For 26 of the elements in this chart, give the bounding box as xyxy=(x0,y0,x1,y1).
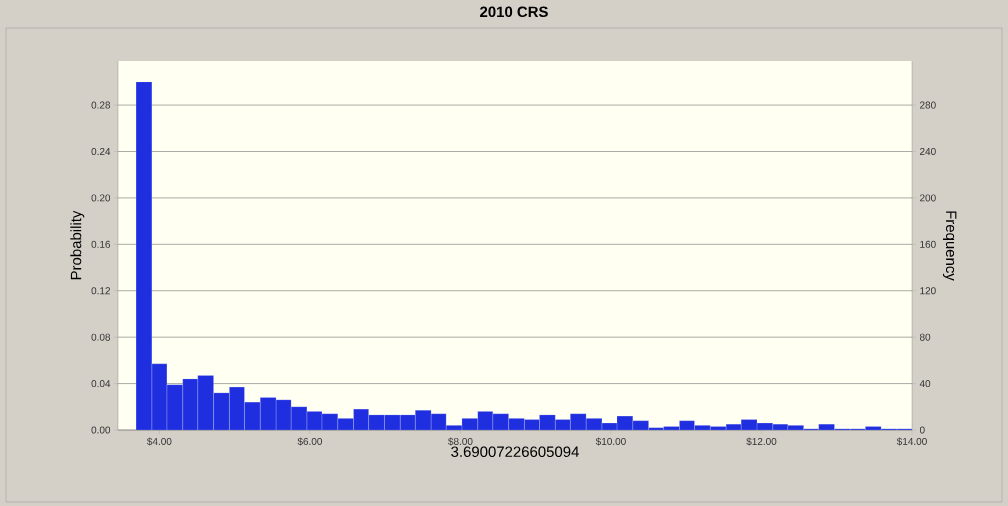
y-tick-label: 0.04 xyxy=(91,380,111,388)
y2-tick-label: 200 xyxy=(920,194,936,202)
x-tick-label: $12.00 xyxy=(746,437,777,446)
y2-tick-label: 160 xyxy=(920,240,936,248)
y2-tick-label: 280 xyxy=(920,101,936,109)
y2-tick-label: 240 xyxy=(920,147,936,156)
y2-tick-label: 0 xyxy=(919,426,925,434)
y-tick-label: 0.24 xyxy=(91,147,111,156)
x-tick-label: $10.00 xyxy=(595,437,626,446)
y2-tick-label: 40 xyxy=(919,380,931,388)
x-tick-label: $14.00 xyxy=(896,437,927,446)
x-tick-label: $4.00 xyxy=(147,437,172,446)
y-axis-title: Probability xyxy=(70,210,85,280)
y-tick-label: 0.28 xyxy=(91,101,111,109)
y2-axis-title: Frequency xyxy=(943,211,957,281)
y-tick-label: 0.20 xyxy=(91,194,111,202)
y-tick-label: 0.00 xyxy=(91,426,111,434)
x-axis-title: 3.69007226605094 xyxy=(451,446,579,458)
y2-tick-label: 120 xyxy=(920,287,936,295)
chart-title: 2010 CRS xyxy=(480,6,548,18)
x-tick-label: $6.00 xyxy=(297,437,322,446)
y-tick-label: 0.12 xyxy=(91,287,110,295)
x-tick-label: $8.00 xyxy=(448,437,473,446)
y-tick-label: 0.16 xyxy=(91,240,111,248)
y2-tick-label: 80 xyxy=(919,333,931,341)
y-tick-label: 0.08 xyxy=(91,333,111,341)
